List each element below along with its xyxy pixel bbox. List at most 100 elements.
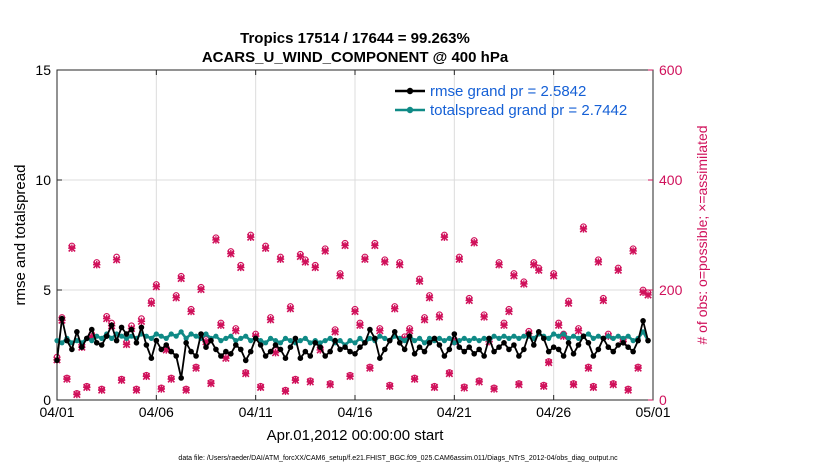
totalspread-point bbox=[218, 338, 224, 344]
left-y-tick-label: 5 bbox=[43, 282, 51, 298]
rmse-point bbox=[382, 346, 388, 353]
x-tick-label: 05/01 bbox=[635, 404, 670, 420]
totalspread-point bbox=[178, 329, 184, 335]
assimilated-obs-point bbox=[549, 271, 558, 280]
assimilated-obs-point bbox=[624, 386, 632, 394]
totalspread-point bbox=[476, 338, 482, 344]
assimilated-obs-point bbox=[495, 260, 503, 269]
rmse-point bbox=[506, 346, 512, 353]
totalspread-point bbox=[228, 333, 234, 339]
rmse-point bbox=[342, 344, 348, 351]
rmse-point bbox=[396, 340, 403, 346]
rmse-point bbox=[292, 335, 299, 342]
x-tick-label: 04/21 bbox=[437, 404, 472, 420]
rmse-point bbox=[307, 353, 314, 359]
assimilated-obs-point bbox=[465, 296, 473, 305]
assimilated-obs-point bbox=[147, 299, 156, 307]
rmse-point bbox=[213, 346, 219, 353]
grid-lines bbox=[57, 70, 653, 400]
assimilated-obs-point bbox=[341, 241, 349, 250]
observation-count-markers bbox=[53, 223, 652, 399]
rmse-point bbox=[138, 324, 145, 331]
totalspread-point bbox=[193, 333, 199, 339]
assimilated-obs-point bbox=[376, 326, 384, 335]
rmse-point bbox=[128, 326, 135, 333]
x-tick-label: 04/11 bbox=[239, 404, 273, 420]
rmse-point bbox=[158, 346, 165, 353]
assimilated-obs-point bbox=[286, 304, 295, 313]
totalspread-point bbox=[168, 331, 174, 337]
totalspread-point bbox=[590, 335, 597, 341]
rmse-point bbox=[555, 346, 562, 353]
rmse-point bbox=[511, 342, 517, 348]
totalspread-point bbox=[123, 335, 130, 341]
right-y-tick-label: 400 bbox=[659, 172, 683, 188]
assimilated-obs-point bbox=[470, 238, 478, 247]
totalspread-point bbox=[203, 331, 209, 337]
assimilated-obs-point bbox=[187, 307, 195, 316]
totalspread-point bbox=[501, 333, 507, 339]
x-tick-label: 04/01 bbox=[39, 404, 74, 420]
assimilated-obs-point bbox=[142, 372, 151, 381]
totalspread-point bbox=[267, 335, 274, 341]
totalspread-point bbox=[272, 338, 279, 344]
totalspread-point bbox=[297, 338, 303, 344]
assimilated-obs-point bbox=[197, 285, 205, 294]
assimilated-obs-point bbox=[381, 258, 389, 266]
rmse-point bbox=[247, 348, 254, 355]
rmse-point bbox=[421, 348, 428, 355]
assimilated-obs-point bbox=[440, 233, 449, 241]
rmse-point bbox=[64, 337, 70, 344]
rmse-point bbox=[352, 351, 358, 357]
assimilated-obs-point bbox=[539, 382, 548, 391]
left-y-axis-ticks: 0 5 10 15 bbox=[35, 62, 62, 408]
totalspread-point bbox=[109, 335, 115, 341]
assimilated-obs-point bbox=[505, 307, 513, 316]
totalspread-point bbox=[570, 333, 577, 339]
assimilated-obs-point bbox=[356, 321, 364, 329]
left-y-tick-label: 10 bbox=[35, 172, 51, 188]
totalspread-point bbox=[620, 335, 626, 341]
rmse-point bbox=[615, 342, 622, 348]
totalspread-point bbox=[307, 340, 313, 346]
left-y-tick-label: 0 bbox=[43, 392, 51, 408]
assimilated-obs-point bbox=[510, 271, 518, 280]
assimilated-obs-point bbox=[237, 263, 245, 272]
rmse-point bbox=[282, 355, 289, 362]
totalspread-point bbox=[506, 335, 512, 341]
assimilated-obs-point bbox=[460, 384, 469, 392]
assimilated-obs-point bbox=[152, 282, 161, 291]
rmse-point bbox=[600, 335, 607, 342]
totalspread-point bbox=[441, 338, 447, 344]
rmse-point bbox=[143, 342, 150, 348]
assimilated-obs-point bbox=[564, 299, 573, 307]
legend-totalspread-label: totalspread grand pr = 2.7442 bbox=[430, 102, 627, 119]
rmse-point bbox=[98, 342, 105, 348]
assimilated-obs-point bbox=[68, 244, 76, 252]
rmse-point bbox=[620, 340, 626, 346]
rmse-point bbox=[560, 353, 567, 359]
assimilated-obs-point bbox=[589, 383, 598, 392]
totalspread-point bbox=[302, 335, 308, 341]
assimilated-obs-point bbox=[261, 244, 270, 252]
rmse-point bbox=[585, 340, 592, 346]
rmse-point bbox=[312, 340, 319, 346]
legend-rmse-label: rmse grand pr = 2.5842 bbox=[430, 83, 586, 100]
rmse-point bbox=[357, 344, 363, 351]
assimilated-obs-point bbox=[445, 369, 454, 378]
rmse-point bbox=[436, 342, 443, 348]
totalspread-point bbox=[426, 335, 433, 341]
rmse-point bbox=[386, 337, 393, 344]
assimilated-obs-point bbox=[405, 326, 414, 335]
rmse-point bbox=[327, 348, 333, 355]
legend: rmse grand pr = 2.5842 totalspread grand … bbox=[395, 83, 627, 119]
rmse-point bbox=[228, 351, 234, 357]
rmse-point bbox=[108, 322, 115, 329]
assimilated-obs-point bbox=[182, 386, 190, 394]
assimilated-obs-point bbox=[351, 307, 359, 316]
rmse-point bbox=[88, 326, 95, 333]
totalspread-point bbox=[377, 333, 383, 339]
totalspread-point bbox=[322, 338, 328, 344]
chart-title-line1: Tropics 17514 / 17644 = 99.263% bbox=[240, 30, 470, 47]
assimilated-obs-point bbox=[157, 385, 166, 393]
